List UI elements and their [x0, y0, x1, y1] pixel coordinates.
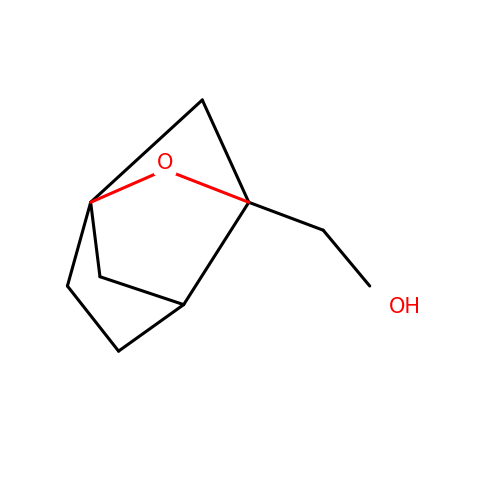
Text: O: O: [157, 153, 173, 173]
Text: OH: OH: [388, 297, 421, 317]
